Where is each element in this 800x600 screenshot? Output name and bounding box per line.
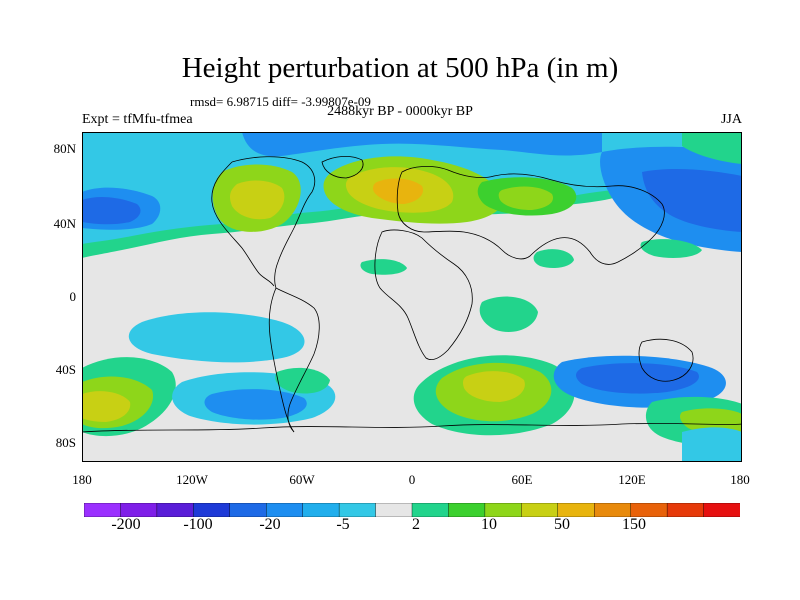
- greenland: [321, 156, 364, 179]
- lat-label-80s: 80S: [55, 435, 76, 450]
- colorbar-swatch: [411, 503, 449, 517]
- north-america-west-coast: [211, 161, 275, 287]
- colorbar-swatch: [84, 503, 121, 517]
- colorbar-label-neg200: -200: [111, 516, 141, 533]
- pacific-low-east-core: [642, 169, 742, 232]
- africa: [374, 229, 473, 360]
- south-america-east: [275, 287, 320, 433]
- lat-label-0: 0: [69, 289, 77, 304]
- atlantic-low-west-core: [82, 197, 141, 225]
- lon-label-180w: 180: [72, 472, 92, 487]
- map-frame: [82, 132, 742, 462]
- colorbar-swatch: [229, 503, 267, 517]
- south-fields: [82, 296, 742, 462]
- pacific-green-blob: [640, 239, 702, 258]
- colorbar-swatch: [266, 503, 304, 517]
- colorbar-swatch: [156, 503, 194, 517]
- canada-high-core: [229, 180, 285, 220]
- colorbar-swatch: [703, 503, 740, 517]
- colorbar-label-neg5: -5: [336, 516, 350, 533]
- colorbar: [84, 503, 740, 517]
- lon-label-60e: 60E: [511, 472, 533, 487]
- colorbar-swatch: [557, 503, 595, 517]
- south-indian-low-core: [576, 363, 699, 394]
- colorbar-swatch: [448, 503, 486, 517]
- antarctic-blue-east: [682, 427, 742, 462]
- south-pacific-high-core: [82, 391, 131, 422]
- antarctica-coast: [82, 423, 742, 433]
- north-america-east-coast: [231, 156, 316, 289]
- colorbar-label-10: 10: [481, 516, 497, 533]
- lon-label-60w: 60W: [289, 472, 315, 487]
- north-fields: [82, 132, 742, 275]
- asia-high-core: [498, 186, 554, 210]
- colorbar-swatch: [193, 503, 231, 517]
- europe-high-peak: [373, 178, 424, 204]
- colorbar-swatch: [521, 503, 559, 517]
- experiment-label: Expt = tfMfu-tfmea: [82, 112, 193, 127]
- colorbar-swatch: [484, 503, 522, 517]
- lon-label-0: 0: [408, 472, 416, 487]
- stats-text: rmsd= 6.98715 diff= -3.99807e-09: [190, 94, 371, 109]
- lon-label-120w: 120W: [176, 472, 208, 487]
- period-label: 2488kyr BP - 0000kyr BP: [327, 104, 473, 119]
- colorbar-label-2: 2: [412, 516, 420, 533]
- colorbar-label-50: 50: [554, 516, 570, 533]
- colorbar-label-150: 150: [622, 516, 646, 533]
- lat-label-40s: 40S: [55, 362, 76, 377]
- south-america-west: [268, 287, 295, 433]
- season-label: JJA: [720, 112, 742, 127]
- colorbar-label-neg100: -100: [183, 516, 213, 533]
- south-pacific-blue: [128, 312, 305, 363]
- madagascar-green: [479, 296, 538, 332]
- indian-ocean-high-core: [463, 371, 525, 402]
- arctic-blue: [242, 132, 602, 157]
- plot-title: Height perturbation at 500 hPa (in m): [181, 52, 619, 84]
- colorbar-swatch: [375, 503, 413, 517]
- colorbar-swatch: [338, 503, 377, 517]
- colorbar-label-neg20: -20: [259, 516, 281, 533]
- argentina-green: [275, 367, 330, 394]
- australia: [638, 338, 694, 382]
- lat-label-40n: 40N: [53, 216, 76, 231]
- colorbar-swatch: [630, 503, 668, 517]
- contour-map: [82, 132, 742, 462]
- lon-label-180e: 180: [730, 472, 750, 487]
- colorbar-swatch: [594, 503, 632, 517]
- colorbar-swatch: [666, 503, 705, 517]
- colorbar-swatch: [302, 503, 340, 517]
- eurasia: [396, 166, 665, 265]
- colorbar-swatch: [120, 503, 158, 517]
- lat-label-80n: 80N: [53, 141, 76, 156]
- arctic-green-east: [682, 132, 742, 164]
- lon-label-120e: 120E: [618, 472, 646, 487]
- africa-green-blob: [360, 259, 407, 275]
- coastlines: [82, 156, 742, 433]
- india-green-blob: [533, 249, 574, 268]
